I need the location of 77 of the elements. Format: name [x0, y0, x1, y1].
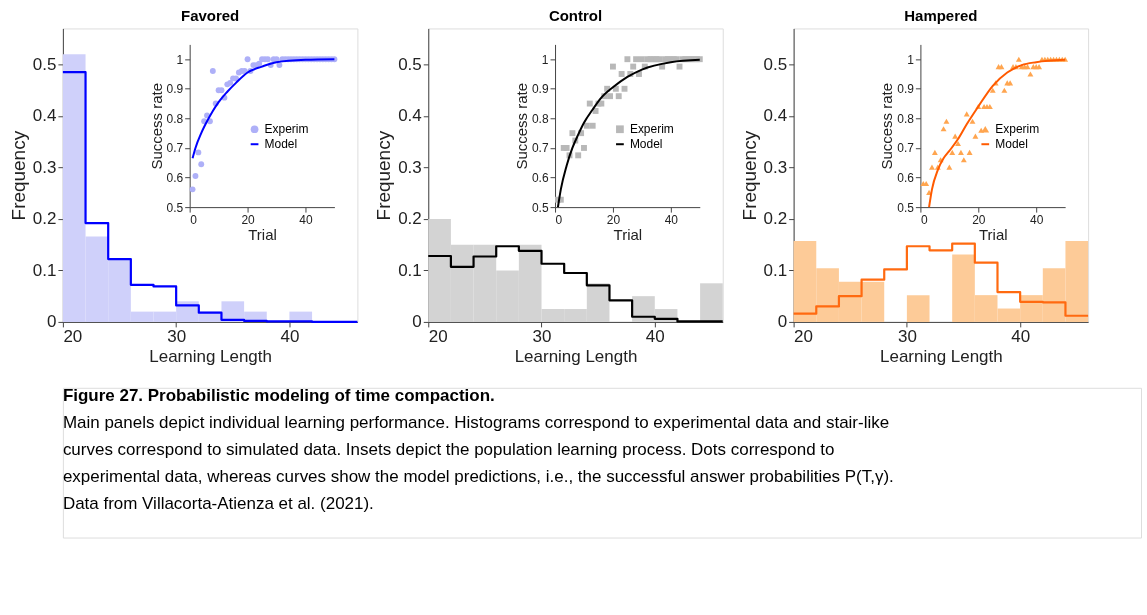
- x-tick-label: 20: [241, 212, 256, 227]
- y-axis-title: Frequency: [738, 130, 760, 221]
- x-axis-title: Trial: [613, 225, 643, 243]
- y-tick-label: 0.9: [166, 82, 184, 97]
- y-tick-label: 0.5: [32, 54, 57, 74]
- x-tick-label: 0: [920, 212, 928, 227]
- y-axis-title: Frequency: [373, 130, 395, 221]
- text: Main panels depict individual learning performance. Histograms correspond to experimental data and stair-like curves correspond to simulated data. Insets depict the population learning process. Dots correspond to experimental data, whereas curves show the model predictions, i.e., the successful answer probabilities P(T,γ). Data from Villacorta-Atienza et al. (2021).: [62, 412, 894, 513]
- y-tick-label: 0.3: [32, 157, 57, 177]
- x-tick-label: 0: [190, 212, 198, 227]
- y-tick-label: 0.9: [531, 82, 549, 97]
- x-axis-title: Learning Length: [149, 347, 272, 367]
- x-tick-label: 20: [428, 327, 448, 347]
- chart-title: Hampered: [904, 7, 978, 25]
- y-tick-label: 0.1: [32, 260, 57, 280]
- x-tick-label: 20: [794, 327, 813, 347]
- y-tick-label: 0.6: [166, 171, 184, 186]
- y-tick-label: 0.5: [897, 200, 915, 215]
- y-tick-label: 0.2: [763, 209, 788, 229]
- y-tick-label: 0.8: [166, 111, 184, 126]
- y-tick-label: 1: [907, 52, 915, 67]
- x-axis-title: Trial: [978, 225, 1008, 243]
- x-tick-label: 40: [664, 212, 679, 227]
- y-tick-label: 0.3: [398, 157, 422, 177]
- x-tick-label: 40: [1030, 212, 1044, 227]
- x-tick-label: 20: [972, 212, 986, 227]
- legend-label: Model: [264, 137, 298, 152]
- caption: Figure 27. Probabilistic modeling of time compaction.: [62, 385, 495, 405]
- y-tick-label: 0.5: [166, 200, 184, 215]
- y-tick-label: 0.5: [763, 54, 788, 74]
- x-axis-title: Learning Length: [880, 347, 1003, 367]
- y-tick-label: 0.1: [763, 260, 788, 280]
- y-tick-label: 0.4: [763, 106, 788, 126]
- legend-label: Experim: [629, 122, 674, 137]
- y-axis-title: Success rate: [512, 82, 530, 170]
- y-tick-label: 0.2: [32, 209, 57, 229]
- x-tick-label: 30: [532, 327, 552, 347]
- y-tick-label: 0: [777, 312, 788, 332]
- x-axis-title: Learning Length: [514, 347, 638, 367]
- y-tick-label: 1: [176, 52, 184, 67]
- y-tick-label: 0.6: [897, 171, 915, 186]
- legend-label: Model: [995, 137, 1028, 152]
- y-tick-label: 1: [541, 52, 549, 67]
- y-tick-label: 0.7: [531, 141, 549, 156]
- y-tick-label: 0: [46, 312, 57, 332]
- y-tick-label: 0.7: [897, 141, 915, 156]
- y-tick-label: 0.1: [398, 260, 422, 280]
- x-tick-label: 40: [299, 212, 313, 227]
- x-tick-label: 40: [1011, 327, 1031, 347]
- y-tick-label: 0.4: [398, 106, 422, 126]
- chart-title: Control: [548, 7, 603, 25]
- y-tick-label: 0.8: [897, 111, 915, 126]
- y-tick-label: 0: [412, 312, 422, 332]
- legend-label: Model: [629, 137, 663, 152]
- y-tick-label: 0.4: [32, 106, 57, 126]
- y-tick-label: 0.5: [398, 54, 422, 74]
- y-tick-label: 0.5: [531, 200, 549, 215]
- x-tick-label: 20: [606, 212, 621, 227]
- y-axis-title: Frequency: [7, 130, 29, 221]
- x-tick-label: 40: [645, 327, 665, 347]
- y-axis-title: Success rate: [878, 82, 896, 170]
- x-axis-title: Trial: [248, 225, 277, 243]
- chart-title: Favored: [181, 7, 240, 25]
- y-tick-label: 0.8: [531, 111, 549, 126]
- y-tick-label: 0.3: [763, 157, 788, 177]
- x-tick-label: 30: [897, 327, 917, 347]
- y-axis-title: Success rate: [147, 82, 165, 170]
- x-tick-label: 0: [555, 212, 563, 227]
- y-tick-label: 0.6: [531, 171, 549, 186]
- y-tick-label: 0.7: [166, 141, 184, 156]
- x-tick-label: 20: [63, 327, 83, 347]
- y-tick-label: 0.9: [897, 82, 915, 97]
- x-tick-label: 40: [280, 327, 300, 347]
- legend-label: Experim: [995, 122, 1040, 137]
- legend-label: Experim: [264, 122, 309, 137]
- x-tick-label: 30: [167, 327, 187, 347]
- y-tick-label: 0.2: [398, 209, 422, 229]
